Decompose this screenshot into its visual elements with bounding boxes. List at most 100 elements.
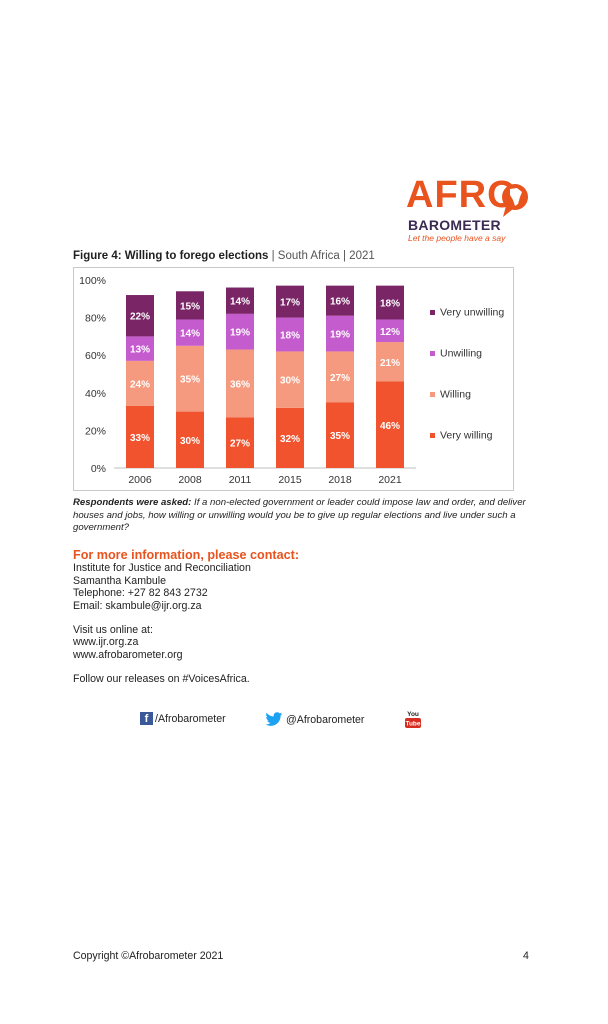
youtube-you-text: You <box>407 711 419 718</box>
twitter-handle: @Afrobarometer <box>286 713 365 726</box>
data-label: 35% <box>330 431 350 442</box>
bar-segment-very-willing <box>376 381 404 468</box>
data-label: 14% <box>180 329 200 340</box>
bar-segment-unwilling <box>376 319 404 343</box>
bar-segment-very-unwilling <box>326 285 354 316</box>
data-label: 24% <box>130 379 150 390</box>
y-tick-label: 60% <box>85 350 106 362</box>
data-label: 32% <box>280 434 300 445</box>
bar-segment-willing <box>326 351 354 403</box>
x-tick-label: 2011 <box>229 474 252 486</box>
x-tick-label: 2015 <box>278 474 302 486</box>
legend-swatch <box>430 351 435 356</box>
bar-segment-very-willing <box>126 405 154 468</box>
data-label: 27% <box>230 439 250 450</box>
data-label: 21% <box>380 358 400 369</box>
data-label: 36% <box>230 379 250 390</box>
data-label: 17% <box>280 298 300 309</box>
legend-label: Very willing <box>440 430 493 442</box>
x-tick-label: 2008 <box>178 474 202 486</box>
data-label: 13% <box>130 345 150 356</box>
bar-segment-willing <box>176 345 204 412</box>
survey-question-note: Respondents were asked: If a non-elected… <box>73 497 535 535</box>
bar-segment-unwilling <box>176 319 204 346</box>
chart-frame: 0% 20% 40% 60% 80% 100% 33% 24% 13% 22% 2006 30% 35%… <box>73 267 514 491</box>
youtube-link[interactable]: You Tube <box>404 709 422 729</box>
bar-segment-very-willing <box>226 417 254 468</box>
y-tick-label: 0% <box>91 463 106 475</box>
bar-segment-unwilling <box>276 317 304 352</box>
y-tick-label: 20% <box>85 425 106 437</box>
contact-section: For more information, please contact: In… <box>73 548 300 686</box>
data-label: 18% <box>280 331 300 342</box>
contact-email[interactable]: Email: skambule@ijr.org.za <box>73 599 202 612</box>
bar-segment-willing <box>376 342 404 382</box>
x-tick-label: 2006 <box>128 474 152 486</box>
page-number: 4 <box>523 950 529 962</box>
data-label: 16% <box>330 297 350 308</box>
facebook-link[interactable]: f /Afrobarometer <box>140 712 226 725</box>
data-label: 19% <box>230 328 250 339</box>
website-link-afrobarometer[interactable]: www.afrobarometer.org <box>73 648 183 661</box>
legend-swatch <box>430 310 435 315</box>
bar-segment-willing <box>276 351 304 408</box>
data-label: 12% <box>380 327 400 338</box>
data-label: 22% <box>130 312 150 323</box>
note-label: Respondents were asked: <box>73 497 192 508</box>
bar-segment-very-willing <box>276 407 304 468</box>
legend-label: Very unwilling <box>440 307 504 319</box>
africa-speech-bubble-icon <box>502 184 528 217</box>
bar-segment-very-unwilling <box>376 285 404 320</box>
bar-segment-very-unwilling <box>276 285 304 318</box>
figure-title-bold: Figure 4: Willing to forego elections <box>73 250 269 262</box>
bar-segment-very-willing <box>176 411 204 468</box>
stacked-bar-chart: 0% 20% 40% 60% 80% 100% 33% 24% 13% 22% 2006 30% 35%… <box>79 275 504 486</box>
data-label: 30% <box>180 436 200 447</box>
bar-segment-unwilling <box>326 315 354 352</box>
legend-swatch <box>430 433 435 438</box>
twitter-link[interactable]: @Afrobarometer <box>265 712 364 727</box>
data-label: 15% <box>180 301 200 312</box>
contact-org: Institute for Justice and Reconciliation <box>73 562 251 575</box>
follow-text: Follow our releases on #VoicesAfrica. <box>73 673 250 686</box>
data-label: 30% <box>280 376 300 387</box>
data-label: 35% <box>180 375 200 386</box>
note-text: If a non-elected government or leader co… <box>73 497 526 533</box>
data-label: 33% <box>130 433 150 444</box>
bar-segment-very-unwilling <box>176 291 204 320</box>
bar-segment-very-unwilling <box>226 287 254 314</box>
copyright-text: Copyright ©Afrobarometer 2021 <box>73 950 224 962</box>
website-link-ijr[interactable]: www.ijr.org.za <box>73 636 139 649</box>
youtube-tube-text: Tube <box>405 721 420 728</box>
contact-heading: For more information, please contact: <box>73 548 300 562</box>
contact-name: Samantha Kambule <box>73 574 167 587</box>
bar-segment-unwilling <box>126 336 154 361</box>
bar-segment-very-willing <box>326 402 354 468</box>
logo-barometer-text: BAROMETER <box>408 217 501 233</box>
y-tick-label: 100% <box>79 275 106 287</box>
facebook-handle: /Afrobarometer <box>155 712 226 725</box>
facebook-icon: f <box>140 712 153 725</box>
youtube-icon: You Tube <box>405 711 421 728</box>
logo-afro-text: AFRO <box>406 174 518 216</box>
bar-segment-very-unwilling <box>126 295 154 337</box>
afrobarometer-logo: AFRO BAROMETER Let the people have a say <box>404 174 534 244</box>
bar-segment-unwilling <box>226 313 254 350</box>
data-label: 14% <box>230 297 250 308</box>
data-label: 19% <box>330 330 350 341</box>
bar-segment-willing <box>226 349 254 418</box>
data-label: 18% <box>380 299 400 310</box>
bar-segment-willing <box>126 360 154 406</box>
contact-phone: Telephone: +27 82 843 2732 <box>73 587 208 600</box>
data-label: 27% <box>330 373 350 384</box>
legend-label: Willing <box>440 389 471 401</box>
data-label: 46% <box>380 421 400 432</box>
y-tick-label: 80% <box>85 313 106 325</box>
x-tick-label: 2021 <box>378 474 402 486</box>
figure-title: Figure 4: Willing to forego elections | … <box>73 250 375 262</box>
visit-label: Visit us online at: <box>73 624 153 637</box>
figure-title-subtitle: | South Africa | 2021 <box>268 250 375 262</box>
logo-tagline: Let the people have a say <box>408 233 506 243</box>
legend-label: Unwilling <box>440 348 482 360</box>
twitter-bird-icon <box>265 712 283 726</box>
